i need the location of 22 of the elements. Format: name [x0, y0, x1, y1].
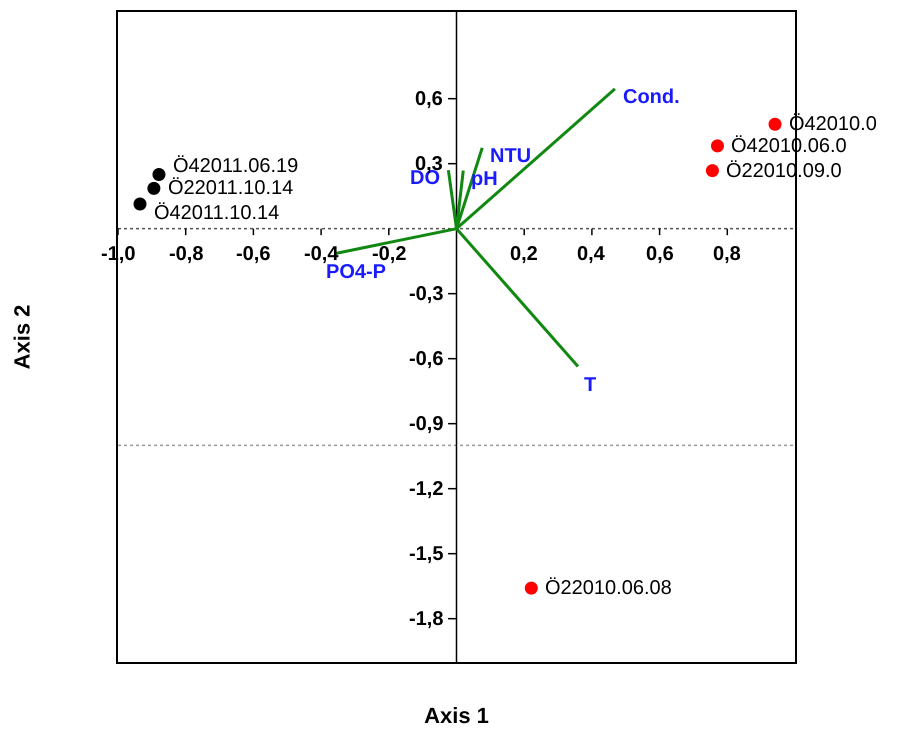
- x-tick-label: -0,8: [169, 243, 204, 265]
- y-tick-label: -1,5: [409, 543, 444, 565]
- y-tick-label: -1,2: [409, 478, 444, 500]
- annotation: Ö22011.10.14: [168, 177, 294, 199]
- annotation: Ö42011.10.14: [154, 202, 280, 224]
- annotation: Ö22010.06.08: [545, 577, 672, 599]
- y-tick-label: -0,6: [409, 348, 444, 370]
- x-tick-label: 0,2: [510, 243, 538, 265]
- x-tick-label: -0,6: [236, 243, 270, 265]
- series-label: Cond.: [623, 86, 680, 108]
- y-axis-title: Axis 2: [10, 304, 35, 370]
- series-label: NTU: [490, 145, 532, 167]
- y-tick-label: -0,3: [409, 283, 444, 305]
- x-tick-label: 0,6: [646, 243, 674, 265]
- y-tick-label: 0,6: [415, 88, 443, 110]
- y-tick-label: -1,8: [409, 608, 444, 630]
- series-label: T: [584, 374, 596, 396]
- x-axis-title: Axis 1: [424, 703, 489, 728]
- y-tick-label: -0,9: [409, 413, 444, 435]
- x-tick-label: 0,8: [713, 243, 741, 265]
- x-tick-label: 0,4: [577, 243, 606, 265]
- annotation: Ö42011.06.19: [173, 155, 298, 177]
